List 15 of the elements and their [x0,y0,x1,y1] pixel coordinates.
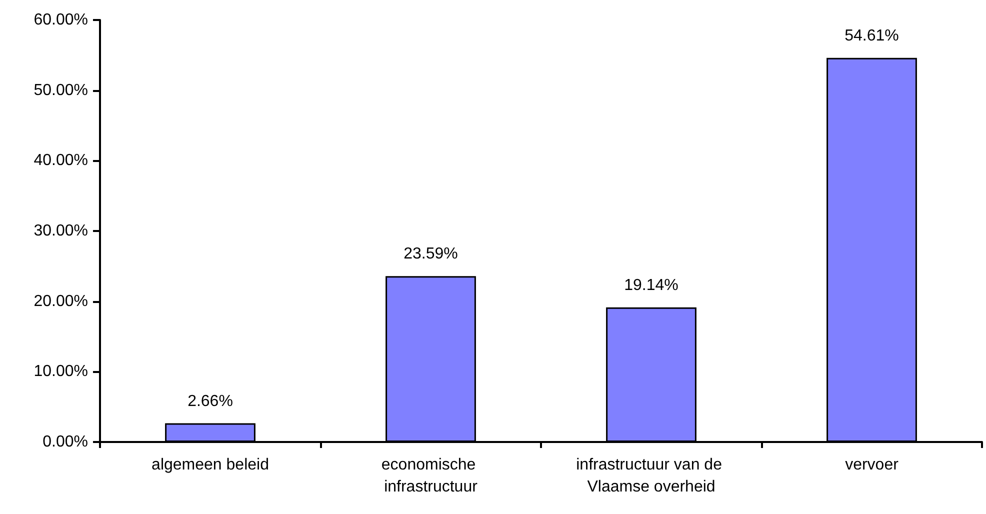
x-tick-label: vervoer [845,456,900,474]
data-label: 2.66% [188,392,233,410]
y-tick-label: 0.00% [42,434,88,450]
y-tick-label: 20.00% [34,292,88,310]
y-tick-label: 50.00% [34,82,88,99]
y-tick-label: 40.00% [34,152,88,170]
x-tick-label: algemeen beleid [152,456,269,474]
y-tick-label: 60.00% [34,12,88,28]
x-tick-label: economische infrastructuur [381,456,480,496]
data-label: 54.61% [844,27,899,44]
data-label: 19.14% [624,276,678,294]
data-label: 23.59% [404,246,458,263]
x-tick-label: infrastructuur van de Vlaamse overheid [576,456,726,496]
y-tick-label: 30.00% [34,222,88,240]
y-tick-label: 10.00% [34,363,88,380]
